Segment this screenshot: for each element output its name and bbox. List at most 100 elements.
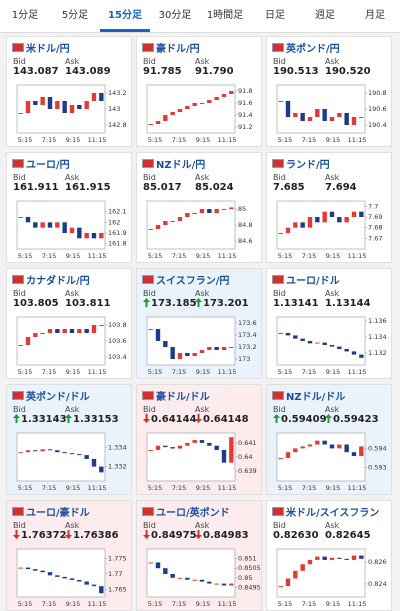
- rate-card[interactable]: カナダドル/円 Bid Ask 103.805 103.811 103.8 103.6 103…: [6, 268, 132, 379]
- bid-text: 7.685: [273, 182, 305, 193]
- y-tick-label: 0.826: [368, 558, 387, 566]
- rate-card[interactable]: 豪ドル/円 Bid Ask 91.785 91.790 91.8 91.6 91.4 91.2 5…: [136, 36, 262, 147]
- candle: [221, 94, 227, 97]
- tab[interactable]: 5分足: [61, 10, 89, 21]
- ask-label: Ask: [325, 173, 340, 182]
- candle: [351, 351, 357, 355]
- tab[interactable]: 週足: [315, 10, 335, 21]
- candle: [344, 217, 349, 223]
- candle: [170, 573, 175, 578]
- y-tick-label: 162: [108, 218, 120, 226]
- rate-card[interactable]: ユーロ/ドル Bid Ask 1.13141 1.13144 1.136 1.134 1.13…: [266, 268, 392, 379]
- rate-card[interactable]: 豪ドル/ドル Bid Ask 0.64144 0.64148 0.641 0.64 0.639…: [136, 384, 262, 495]
- x-tick-label: 7:15: [302, 136, 317, 144]
- candle: [207, 347, 212, 350]
- plot-frame: [146, 200, 236, 250]
- x-tick-label: 7:15: [42, 252, 57, 260]
- y-tick-label: 143: [108, 105, 120, 113]
- candle: [40, 222, 45, 228]
- candle: [307, 341, 313, 344]
- tab[interactable]: 30分足: [158, 10, 192, 21]
- bid-label: Bid: [13, 289, 26, 298]
- bid-text: 0.64144: [151, 414, 197, 425]
- pair-name: スイスフラン/円: [156, 276, 230, 287]
- rate-card[interactable]: スイスフラン/円 Bid Ask 173.185 173.201 173.6 173.4 17…: [136, 268, 262, 379]
- candle: [359, 446, 364, 457]
- tab[interactable]: 1時間足: [206, 10, 244, 21]
- candle: [307, 559, 313, 565]
- ask-label: Ask: [195, 173, 210, 182]
- y-tick-label: 7.69: [368, 213, 382, 221]
- tab[interactable]: 1分足: [11, 10, 39, 21]
- x-tick-label: 9:15: [196, 484, 211, 492]
- rate-card[interactable]: 米ドル/スイスフラン Bid Ask 0.82630 0.82645 0.826 0.824…: [266, 500, 392, 611]
- candle: [40, 333, 45, 334]
- candle: [344, 558, 349, 560]
- tab[interactable]: 日足: [265, 10, 285, 21]
- x-tick-label: 5:15: [148, 368, 163, 376]
- x-tick-label: 9:15: [326, 136, 341, 144]
- candle: [199, 209, 205, 213]
- ask-label: Ask: [65, 405, 80, 414]
- candle: [278, 586, 283, 588]
- candle: [337, 217, 342, 223]
- y-tick-label: 91.4: [238, 111, 252, 119]
- rate-card[interactable]: NZドル/ドル Bid Ask 0.59409 0.59423 0.594 0.593 5:1…: [266, 384, 392, 495]
- x-tick-label: 9:15: [326, 252, 341, 260]
- rate-card[interactable]: ランド/円 Bid Ask 7.685 7.694 7.7 7.69 7.68 7.67 5:15…: [266, 152, 392, 263]
- arrow-icon: [273, 414, 280, 423]
- x-tick-label: 7:15: [42, 484, 57, 492]
- x-tick-label: 5:15: [148, 252, 163, 260]
- pair-name: 豪ドル/ドル: [156, 392, 210, 403]
- candle: [25, 567, 31, 570]
- candle: [344, 113, 349, 125]
- candle: [192, 440, 197, 443]
- candle: [99, 325, 104, 326]
- plot-frame: [16, 200, 106, 250]
- candle: [40, 449, 45, 452]
- pair-name: ユーロ/豪ドル: [26, 508, 90, 519]
- candle: [300, 564, 305, 571]
- x-tick-label: 5:15: [18, 484, 33, 492]
- candle: [47, 222, 53, 228]
- y-tick-label: 7.67: [368, 234, 382, 242]
- plot-frame: [146, 316, 236, 366]
- tab[interactable]: 15分足: [100, 0, 150, 32]
- y-tick-label: 91.8: [238, 87, 252, 95]
- mini-chart: 1.136 1.134 1.132 5:15 7:15 9:15 11:15: [276, 316, 387, 376]
- x-tick-label: 11:15: [348, 136, 367, 144]
- bid-text: 85.017: [143, 182, 182, 193]
- mini-chart: 7.7 7.69 7.68 7.67 5:15 7:15 9:15 11:15: [276, 200, 382, 260]
- rate-card[interactable]: ユーロ/円 Bid Ask 161.911 161.915 162.1 162 161.9 16…: [6, 152, 132, 263]
- x-tick-label: 9:15: [326, 600, 341, 608]
- candle: [214, 445, 219, 450]
- candle: [285, 333, 291, 336]
- candle: [25, 101, 31, 113]
- rate-card[interactable]: NZドル/円 Bid Ask 85.017 85.024 85 84.8 84.6 5:15 7:…: [136, 152, 262, 263]
- rate-card[interactable]: 米ドル/円 Bid Ask 143.087 143.089 143.2 143 142.8 5:…: [6, 36, 132, 147]
- arrow: [143, 298, 150, 307]
- ask-text: 0.64148: [203, 414, 249, 425]
- candle: [315, 440, 320, 445]
- bid-text: 91.785: [143, 66, 182, 77]
- candle: [214, 347, 219, 350]
- candle: [69, 227, 75, 233]
- rate-card[interactable]: 英ポンド/円 Bid Ask 190.513 190.520 190.8 190.6 190.…: [266, 36, 392, 147]
- bid-text: 161.911: [13, 182, 59, 193]
- rate-card[interactable]: 英ポンド/ドル Bid Ask 1.33143 1.33153 1.334 1.332 5:1…: [6, 384, 132, 495]
- rate-card[interactable]: ユーロ/豪ドル Bid Ask 1.76372 1.76386 1.775 1.77 1.76…: [6, 500, 132, 611]
- arrow: [195, 414, 202, 423]
- y-tick-label: 0.639: [238, 467, 257, 475]
- y-tick-label: 0.851: [238, 555, 257, 563]
- candle: [278, 233, 283, 234]
- rate-card[interactable]: ユーロ/英ポンド Bid Ask 0.84975 0.84983 0.851 0.8505 0…: [136, 500, 262, 611]
- candle: [329, 345, 335, 347]
- x-tick-label: 7:15: [302, 484, 317, 492]
- x-tick-label: 5:15: [278, 600, 293, 608]
- pair-name: NZドル/ドル: [286, 392, 346, 403]
- candle: [55, 101, 60, 109]
- arrow-icon: [143, 530, 150, 539]
- y-tick-label: 173.6: [238, 319, 257, 327]
- candle: [285, 452, 291, 458]
- tab[interactable]: 月足: [365, 10, 385, 21]
